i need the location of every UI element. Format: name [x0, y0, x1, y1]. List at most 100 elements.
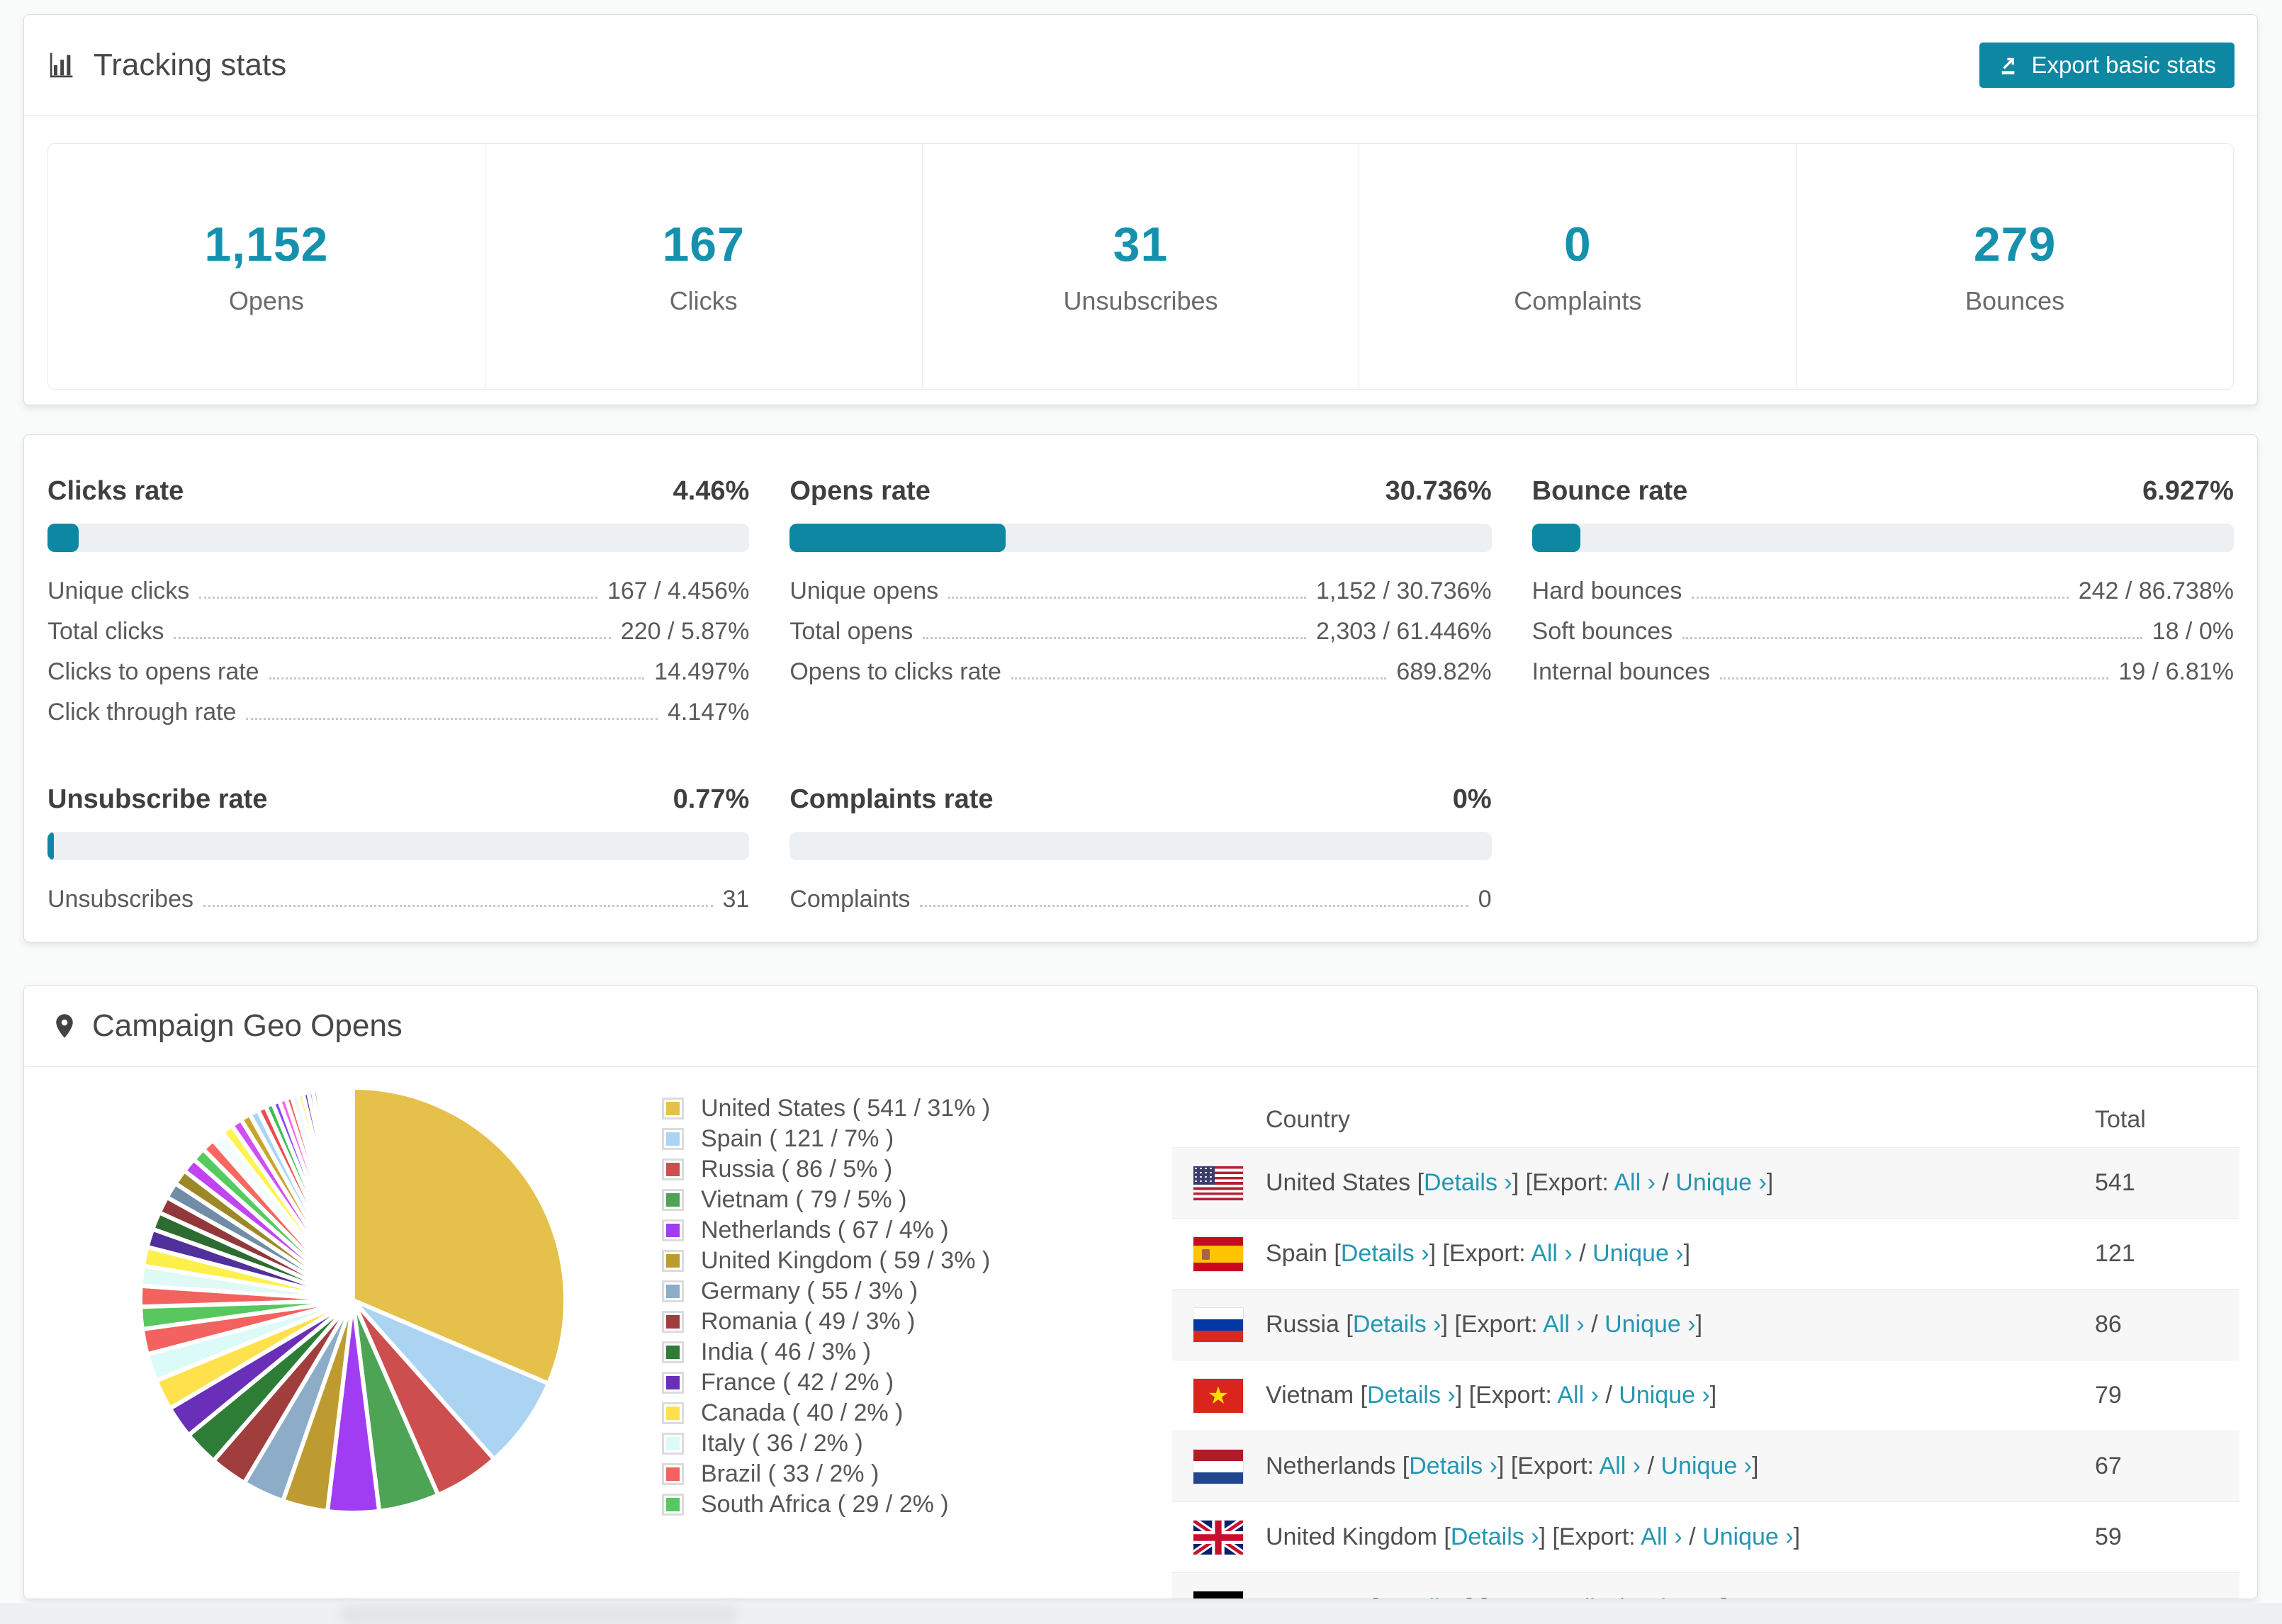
rate-detail-value: 2,303 / 61.446% — [1316, 618, 1492, 645]
legend-swatch — [662, 1341, 684, 1363]
rate-detail-value: 1,152 / 30.736% — [1316, 577, 1492, 604]
slash: / — [1572, 1240, 1593, 1267]
rate-detail-label: Total clicks — [47, 618, 164, 645]
export-all-link[interactable]: All › — [1641, 1523, 1682, 1550]
geo-table-header-country: Country — [1266, 1105, 1351, 1133]
legend-swatch — [662, 1463, 684, 1485]
rate-detail-label: Opens to clicks rate — [789, 658, 1001, 685]
geo-table-country-cell: United States [Details ›] [Export: All ›… — [1266, 1169, 2095, 1197]
rate-progress-fill — [789, 524, 1006, 552]
details-link[interactable]: Details › — [1450, 1523, 1539, 1550]
export-basic-stats-button[interactable]: Export basic stats — [1979, 42, 2235, 88]
country-name: United States — [1266, 1169, 1417, 1196]
rate-progress-bar — [789, 524, 1492, 552]
stat-opens: 1,152 Opens — [48, 144, 485, 389]
legend-label: Russia ( 86 / 5% ) — [701, 1156, 893, 1183]
rate-progress-bar — [1531, 524, 2234, 552]
rate-block-bounce-rate: Bounce rate 6.927% Hard bounces 242 / 86.73… — [1531, 476, 2234, 739]
geo-table-total-cell: 59 — [2095, 1523, 2122, 1550]
legend-label: India ( 46 / 3% ) — [701, 1338, 872, 1365]
export-unique-link[interactable]: Unique › — [1592, 1240, 1684, 1267]
geo-table-row-gb: United Kingdom [Details ›] [Export: All … — [1172, 1501, 2239, 1572]
export-prefix: [Export: — [1480, 1594, 1568, 1598]
legend-swatch — [662, 1311, 684, 1333]
pie-slice[interactable] — [351, 1085, 568, 1387]
geo-table-country-cell: Netherlands [Details ›] [Export: All › /… — [1266, 1453, 2095, 1480]
slash: / — [1682, 1523, 1703, 1550]
legend-label: Netherlands ( 67 / 4% ) — [701, 1217, 949, 1244]
rate-block-clicks-rate: Clicks rate 4.46% Unique clicks 167 / 4.456… — [47, 476, 750, 739]
bracket: ] — [1512, 1169, 1526, 1196]
dotted-leader — [203, 905, 713, 907]
legend-label: Romania ( 49 / 3% ) — [701, 1308, 916, 1335]
geo-table-country-cell: United Kingdom [Details ›] [Export: All … — [1266, 1523, 2095, 1551]
slash: / — [1584, 1311, 1605, 1338]
geo-pie-chart[interactable] — [119, 1066, 587, 1534]
rate-detail-row: Click through rate 4.147% — [47, 699, 749, 739]
pie-slice[interactable] — [351, 1298, 551, 1462]
flag-icon-gb — [1193, 1520, 1243, 1555]
stats-summary: 1,152 Opens 167 Clicks 31 Unsubscribes 0 Compla… — [47, 143, 2234, 390]
export-prefix: [Export: — [1525, 1169, 1614, 1196]
stat-label: Bounces — [1965, 286, 2065, 315]
export-all-link[interactable]: All › — [1599, 1453, 1641, 1479]
country-name: Netherlands — [1266, 1453, 1403, 1479]
export-unique-link[interactable]: Unique › — [1604, 1311, 1696, 1338]
legend-label: Italy ( 36 / 2% ) — [701, 1430, 863, 1457]
rate-detail-value: 220 / 5.87% — [620, 618, 750, 645]
export-unique-link[interactable]: Unique › — [1660, 1453, 1752, 1479]
details-link[interactable]: Details › — [1340, 1240, 1429, 1267]
rate-block-complaints-rate: Complaints rate 0% Complaints 0 — [789, 784, 1492, 926]
export-unique-link[interactable]: Unique › — [1630, 1594, 1721, 1598]
geo-opens-card: Campaign Geo Opens United States ( 541 /… — [23, 985, 2258, 1599]
stat-label: Opens — [228, 286, 304, 315]
details-link[interactable]: Details › — [1352, 1311, 1441, 1338]
export-all-link[interactable]: All › — [1614, 1169, 1656, 1196]
rate-detail-value: 4.147% — [668, 699, 750, 726]
rate-detail-value: 689.82% — [1396, 658, 1492, 685]
flag-icon-ru — [1193, 1307, 1243, 1342]
bracket: ] — [1539, 1523, 1553, 1550]
flag-icon-de — [1193, 1591, 1243, 1598]
legend-item: Germany ( 55 / 3% ) — [662, 1276, 990, 1307]
bracket: [ — [1334, 1240, 1341, 1267]
slash: / — [1610, 1594, 1630, 1598]
legend-label: France ( 42 / 2% ) — [701, 1369, 894, 1396]
details-link[interactable]: Details › — [1367, 1382, 1456, 1409]
legend-item: Italy ( 36 / 2% ) — [662, 1428, 990, 1459]
dotted-leader — [1692, 597, 2069, 599]
rate-value: 6.927% — [2142, 476, 2234, 506]
geo-table-country-cell: Spain [Details ›] [Export: All › / Uniqu… — [1266, 1240, 2095, 1268]
bracket: [ — [1417, 1169, 1424, 1196]
rate-detail-row: Total opens 2,303 / 61.446% — [789, 618, 1491, 658]
details-link[interactable]: Details › — [1409, 1453, 1497, 1479]
legend-label: Spain ( 121 / 7% ) — [701, 1125, 894, 1152]
rate-detail-row: Soft bounces 18 / 0% — [1532, 618, 2234, 658]
legend-swatch — [662, 1433, 684, 1455]
export-unique-link[interactable]: Unique › — [1675, 1169, 1767, 1196]
pie-slice[interactable] — [349, 1085, 355, 1301]
page-title: Tracking stats — [94, 47, 287, 82]
rate-detail-row: Unique clicks 167 / 4.456% — [47, 577, 749, 618]
stat-value: 167 — [662, 218, 745, 271]
legend-label: Germany ( 55 / 3% ) — [701, 1278, 918, 1304]
rate-title: Opens rate — [789, 476, 931, 506]
rate-detail-row: Complaints 0 — [789, 886, 1491, 926]
details-link[interactable]: Details › — [1424, 1169, 1512, 1196]
rate-detail-value: 18 / 0% — [2152, 618, 2234, 645]
export-all-link[interactable]: All › — [1543, 1311, 1585, 1338]
export-all-link[interactable]: All › — [1568, 1594, 1610, 1598]
export-all-link[interactable]: All › — [1531, 1240, 1573, 1267]
export-all-link[interactable]: All › — [1557, 1382, 1599, 1409]
geo-table-country-cell: Germany [Details ›] [Export: All › / Uni… — [1266, 1594, 2095, 1598]
geo-table-header: Country Total — [1172, 1092, 2239, 1147]
rate-value: 30.736% — [1385, 476, 1492, 506]
export-prefix: [Export: — [1454, 1311, 1544, 1338]
rates-grid: Clicks rate 4.46% Unique clicks 167 / 4.456… — [47, 476, 2234, 926]
stat-unsubscribes: 31 Unsubscribes — [923, 144, 1360, 389]
export-unique-link[interactable]: Unique › — [1702, 1523, 1794, 1550]
bracket: ] — [1683, 1240, 1691, 1267]
export-unique-link[interactable]: Unique › — [1619, 1382, 1710, 1409]
details-link[interactable]: Details › — [1378, 1594, 1467, 1598]
rate-value: 0% — [1452, 784, 1492, 814]
